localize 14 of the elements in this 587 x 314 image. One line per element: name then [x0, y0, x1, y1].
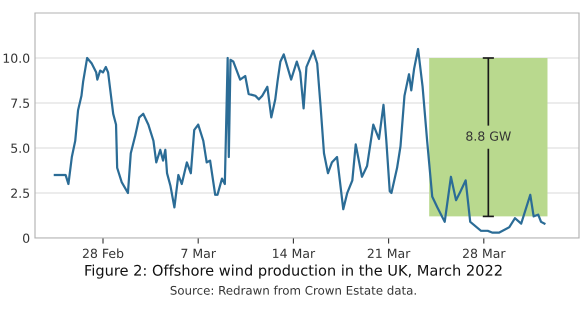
data-label: 8.8 GW: [466, 131, 511, 141]
x-tick-label: 28 Feb: [82, 248, 124, 258]
y-tick-label: 2.5: [11, 188, 30, 198]
y-tick-label: 10.0: [4, 53, 30, 63]
x-tick-label: 21 Mar: [368, 248, 410, 258]
x-tick-label: 7 Mar: [181, 248, 216, 258]
source-note: Source: Redrawn from Crown Estate data.: [170, 286, 416, 295]
line-series: [54, 48, 546, 234]
y-tick-label: 7.5: [11, 98, 30, 108]
text: Figure 2: Offshore wind production in the UK, March 2022: [85, 264, 502, 279]
x-tick-label: 28 Mar: [462, 248, 506, 258]
y-tick-label: 0: [23, 233, 30, 243]
x-tick-label: 14 Mar: [273, 248, 316, 258]
y-tick-label: 5.0: [11, 143, 30, 153]
